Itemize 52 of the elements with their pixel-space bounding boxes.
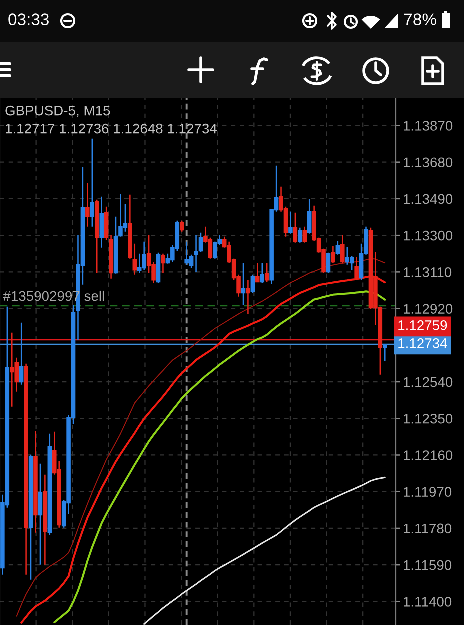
candlestick (161, 253, 166, 274)
candlestick (38, 463, 43, 566)
candlestick (24, 363, 28, 576)
text: 1.12717 1.12736 1.12648 1.12734 (6, 124, 217, 134)
y-tick-label: 1.12160 (404, 450, 453, 460)
text: 03:33 (8, 14, 49, 26)
candlestick (100, 196, 104, 249)
candlestick (264, 262, 270, 283)
candlestick (302, 226, 308, 244)
y-tick-label: 1.11970 (404, 487, 452, 498)
text: 78% (404, 14, 436, 26)
y-tick-label: 1.13110 (404, 268, 452, 278)
candlestick (336, 240, 340, 256)
candlestick (256, 262, 260, 283)
y-tick-label: 1.12920 (404, 304, 453, 314)
y-tick-label: 1.12540 (404, 377, 453, 388)
candlestick (104, 206, 109, 241)
candlestick (109, 234, 114, 280)
ref-line-label: 1.12734 (398, 338, 448, 348)
candlestick (94, 199, 100, 274)
y-tick-label: 1.13870 (404, 121, 453, 131)
candlestick (198, 232, 204, 253)
candlestick (293, 212, 298, 244)
y-tick-label: 1.11400 (404, 597, 452, 607)
candlestick (298, 227, 302, 244)
candlestick (90, 138, 95, 228)
candlestick (132, 243, 138, 276)
candlestick (246, 279, 250, 315)
candlestick (28, 454, 34, 581)
line-series (144, 476, 386, 625)
chart-title: GBPUSD-5, M15 (6, 106, 110, 118)
y-tick-label: 1.13490 (404, 194, 453, 204)
y-tick-label: 1.12350 (404, 414, 453, 424)
candlestick (383, 344, 388, 362)
candlestick (48, 433, 52, 536)
y-tick-label: 1.11590 (404, 560, 452, 570)
candlestick (128, 194, 132, 260)
candlestick (331, 245, 336, 264)
candlestick (43, 474, 48, 566)
y-tick-label: 1.11780 (404, 524, 452, 534)
candlestick (241, 262, 246, 306)
y-tick-label: 1.13300 (404, 230, 453, 241)
candlestick (156, 252, 161, 284)
candlestick (340, 234, 345, 264)
candlestick (19, 322, 24, 386)
ref-line-label: 1.12759 (398, 320, 448, 330)
candlestick (114, 216, 118, 275)
candlestick (260, 262, 265, 284)
candlestick (86, 182, 90, 228)
candlestick (307, 198, 312, 234)
y-tick-label: 1.13680 (404, 158, 453, 168)
candlestick (194, 234, 198, 273)
